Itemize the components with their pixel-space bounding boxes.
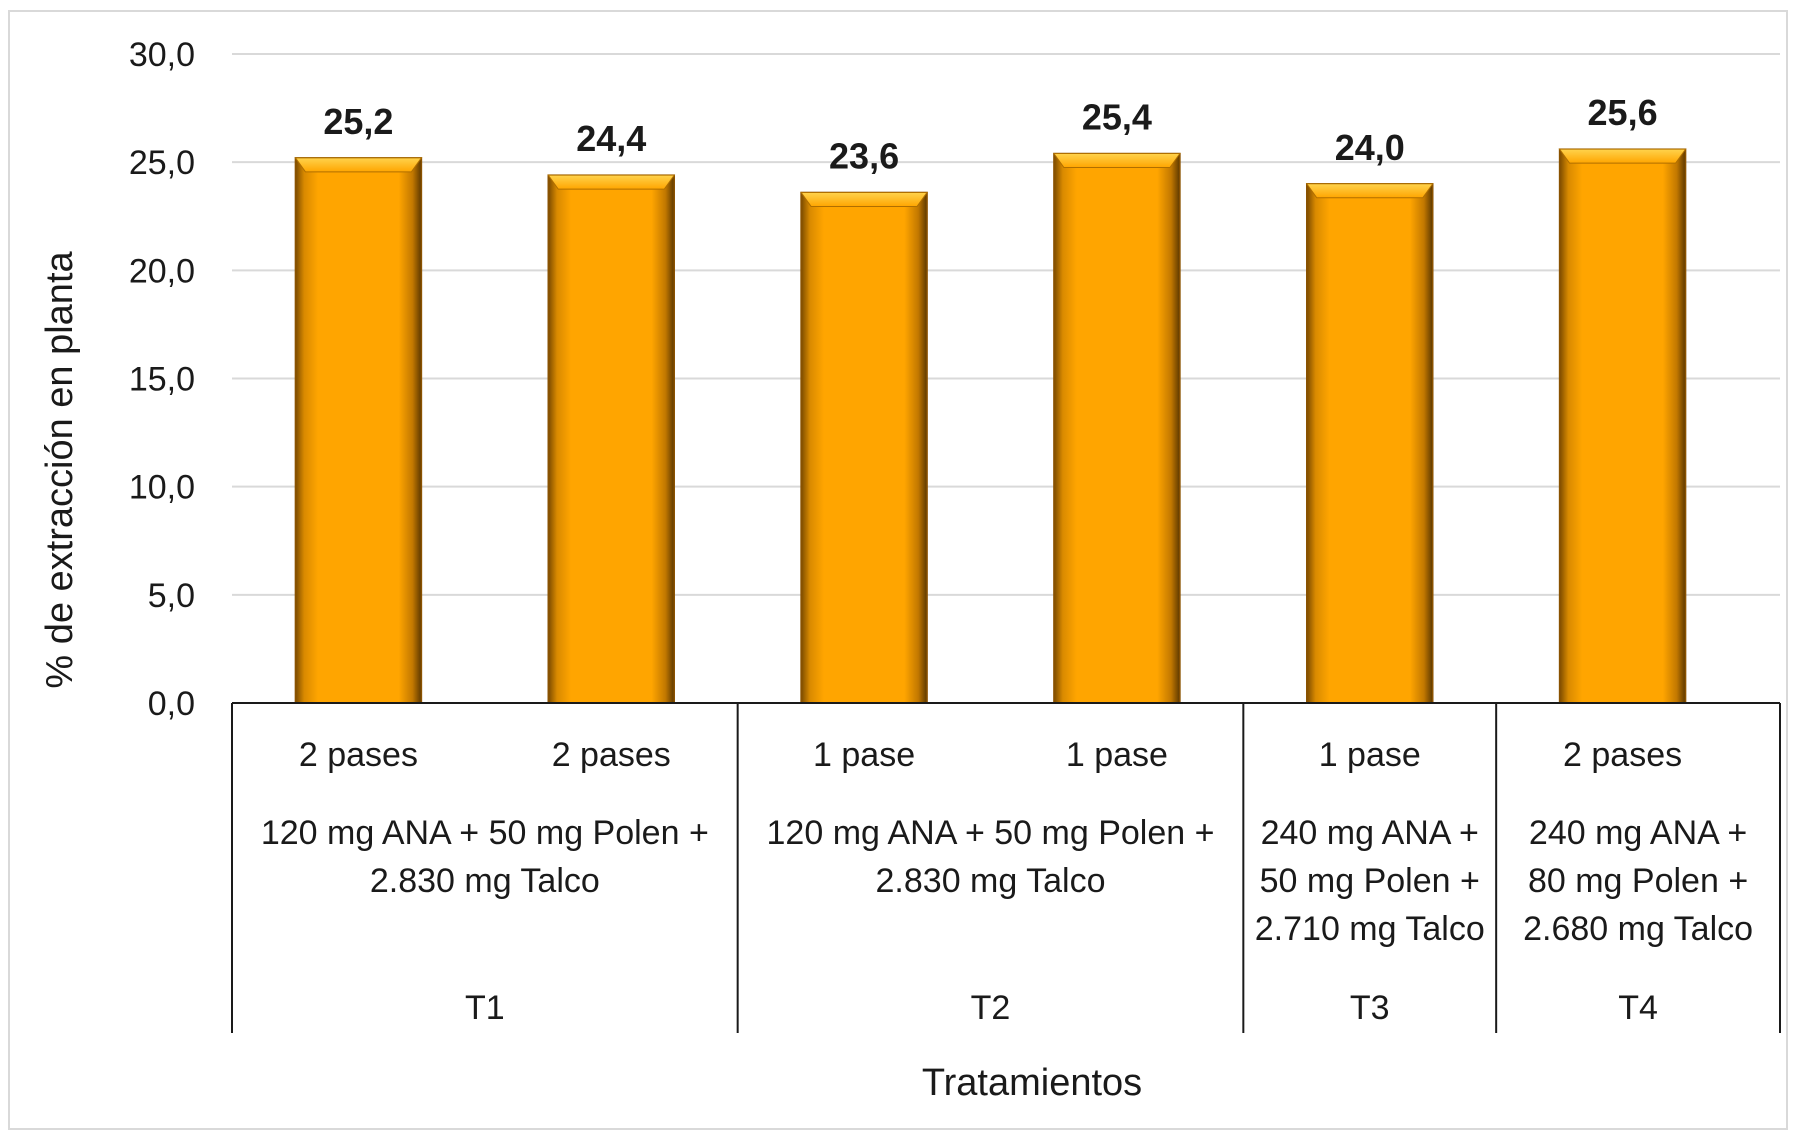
y-tick-label: 5,0 — [148, 577, 195, 615]
y-tick-label: 20,0 — [129, 252, 195, 290]
group-description-line: 2.680 mg Talco — [1523, 910, 1753, 948]
y-tick-label: 0,0 — [148, 685, 195, 723]
y-tick-label: 15,0 — [129, 361, 195, 399]
data-labels: 25,2 24,4 23,6 25,4 24,0 25,6 — [323, 92, 1657, 176]
group-name: T2 — [971, 989, 1011, 1027]
bar-body — [294, 157, 423, 704]
data-label: 25,2 — [323, 101, 393, 142]
bar-body — [1306, 183, 1434, 704]
bar-body — [1053, 152, 1181, 704]
bar-bevel — [1052, 153, 1181, 169]
data-label: 25,6 — [1588, 92, 1658, 133]
y-axis-title: % de extracción en planta — [39, 250, 81, 688]
bar — [294, 157, 423, 704]
group-description-line: 80 mg Polen + — [1528, 862, 1748, 900]
bars — [294, 148, 1687, 704]
category-label: 2 pases — [552, 736, 671, 774]
group-description-line: 2.830 mg Talco — [370, 862, 600, 900]
bar-bevel — [294, 157, 423, 173]
category-label: 1 pase — [1066, 736, 1168, 774]
data-label: 24,4 — [576, 118, 646, 159]
y-axis-ticks: 0,0 5,0 10,0 15,0 20,0 25,0 30,0 — [129, 36, 195, 723]
group-description-line: 240 mg ANA + — [1261, 814, 1479, 852]
y-tick-label: 10,0 — [129, 469, 195, 507]
data-label: 25,4 — [1082, 97, 1152, 138]
bar-bevel — [1558, 148, 1687, 164]
bar-body — [1558, 148, 1687, 704]
bar-bevel — [1305, 183, 1434, 199]
group-description-line: 2.830 mg Talco — [876, 862, 1106, 900]
bar — [1558, 148, 1687, 704]
group-description-line: 120 mg ANA + 50 mg Polen + — [767, 814, 1215, 852]
bar-body — [547, 174, 675, 704]
category-label: 2 pases — [1563, 736, 1682, 774]
group-description-line: 2.710 mg Talco — [1255, 910, 1485, 948]
x-axis-title: Tratamientos — [922, 1062, 1142, 1104]
y-tick-label: 25,0 — [129, 144, 195, 182]
data-label: 24,0 — [1335, 127, 1405, 168]
bar-bevel — [547, 174, 676, 190]
group-description-line: 240 mg ANA + — [1529, 814, 1747, 852]
bar — [1052, 152, 1181, 704]
gridlines — [232, 53, 1780, 596]
category-label: 2 pases — [299, 736, 418, 774]
bar — [1305, 183, 1434, 704]
category-label: 1 pase — [813, 736, 915, 774]
bar — [547, 174, 676, 704]
category-label: 1 pase — [1319, 736, 1421, 774]
group-description-line: 120 mg ANA + 50 mg Polen + — [261, 814, 709, 852]
group-description-line: 50 mg Polen + — [1260, 862, 1480, 900]
group-name: T1 — [465, 989, 505, 1027]
bar — [800, 191, 929, 704]
data-label: 23,6 — [829, 135, 899, 176]
group-name: T3 — [1350, 989, 1390, 1027]
y-tick-label: 30,0 — [129, 36, 195, 74]
x-axis: 2 pases 2 pases 1 pase 1 pase 1 pase 2 pases 1… — [231, 702, 1781, 1033]
group-name: T4 — [1618, 989, 1658, 1027]
bar-bevel — [800, 191, 929, 207]
bar-body — [800, 191, 928, 704]
